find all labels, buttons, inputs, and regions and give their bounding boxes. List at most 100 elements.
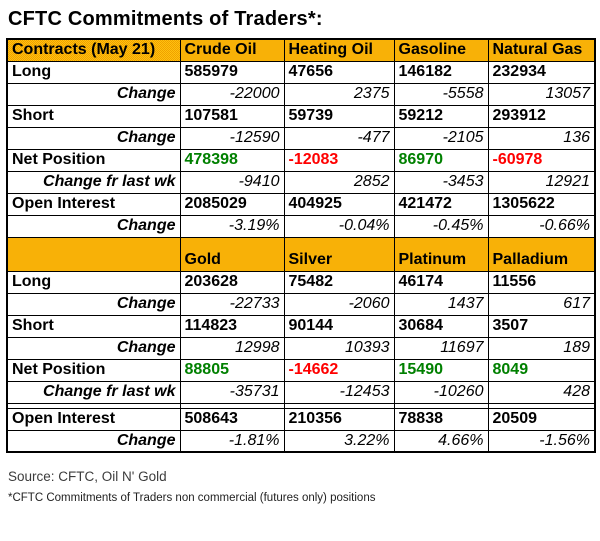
row-label: Change <box>6 292 181 316</box>
value-cell: -35731 <box>179 380 285 404</box>
section-header-row: Contracts (May 21) Crude Oil Heating Oil Ga… <box>6 38 596 62</box>
value-cell: -14662 <box>283 358 395 382</box>
value-cell: 11556 <box>487 270 596 294</box>
value-cell: 293912 <box>487 104 596 128</box>
row-label: Open Interest <box>6 192 181 216</box>
row-label: Change fr last wk <box>6 170 181 194</box>
value-cell: 11697 <box>393 336 489 360</box>
value-cell: 189 <box>487 336 596 360</box>
value-cell: 13057 <box>487 82 596 106</box>
row-label: Open Interest <box>6 407 181 431</box>
value-cell: 2085029 <box>179 192 285 216</box>
row-label: Short <box>6 314 181 338</box>
value-cell: 3507 <box>487 314 596 338</box>
value-cell: 59739 <box>283 104 395 128</box>
value-cell: 88805 <box>179 358 285 382</box>
value-cell: -9410 <box>179 170 285 194</box>
value-cell: 12998 <box>179 336 285 360</box>
table-row: Short 107581 59739 59212 293912 <box>6 104 596 128</box>
value-cell: -1.56% <box>487 429 596 453</box>
table-row: Long 203628 75482 46174 11556 <box>6 270 596 294</box>
value-cell: 585979 <box>179 60 285 84</box>
table-row: Change -12590 -477 -2105 136 <box>6 126 596 150</box>
value-cell: 203628 <box>179 270 285 294</box>
column-header: Crude Oil <box>179 38 285 62</box>
column-header: Heating Oil <box>283 38 395 62</box>
row-label: Net Position <box>6 148 181 172</box>
value-cell: 78838 <box>393 407 489 431</box>
value-cell: -477 <box>283 126 395 150</box>
value-cell: 508643 <box>179 407 285 431</box>
column-header: Palladium <box>487 236 596 272</box>
row-label-header: Contracts (May 21) <box>6 38 181 62</box>
value-cell: -3453 <box>393 170 489 194</box>
value-cell: -12453 <box>283 380 395 404</box>
value-cell: -3.19% <box>179 214 285 238</box>
table-row: Change -22733 -2060 1437 617 <box>6 292 596 316</box>
value-cell: -22000 <box>179 82 285 106</box>
page-title: CFTC Commitments of Traders*: <box>8 8 323 30</box>
table-row: Change -1.81% 3.22% 4.66% -1.56% <box>6 429 596 453</box>
value-cell: 30684 <box>393 314 489 338</box>
table-row: Change fr last wk -35731 -12453 -10260 428 <box>6 380 596 404</box>
row-label: Net Position <box>6 358 181 382</box>
value-cell: 12921 <box>487 170 596 194</box>
row-label: Change <box>6 214 181 238</box>
value-cell: 136 <box>487 126 596 150</box>
value-cell: -0.66% <box>487 214 596 238</box>
value-cell: -0.04% <box>283 214 395 238</box>
table-row: Change fr last wk -9410 2852 -3453 12921 <box>6 170 596 194</box>
table-row: Long 585979 47656 146182 232934 <box>6 60 596 84</box>
value-cell: 20509 <box>487 407 596 431</box>
row-label: Change <box>6 336 181 360</box>
value-cell: -5558 <box>393 82 489 106</box>
value-cell: 75482 <box>283 270 395 294</box>
section-header-row: Gold Silver Platinum Palladium <box>6 236 596 272</box>
source-line: Source: CFTC, Oil N' Gold <box>8 469 167 484</box>
row-label: Change fr last wk <box>6 380 181 404</box>
value-cell: 10393 <box>283 336 395 360</box>
value-cell: 421472 <box>393 192 489 216</box>
value-cell: 59212 <box>393 104 489 128</box>
value-cell: -22733 <box>179 292 285 316</box>
value-cell: 2375 <box>283 82 395 106</box>
value-cell: 8049 <box>487 358 596 382</box>
table-row: Net Position 88805 -14662 15490 8049 <box>6 358 596 382</box>
value-cell: 232934 <box>487 60 596 84</box>
row-label: Change <box>6 126 181 150</box>
value-cell: -12590 <box>179 126 285 150</box>
table-row: Net Position 478398 -12083 86970 -60978 <box>6 148 596 172</box>
value-cell: -12083 <box>283 148 395 172</box>
table-row: Short 114823 90144 30684 3507 <box>6 314 596 338</box>
row-label: Short <box>6 104 181 128</box>
row-label: Change <box>6 429 181 453</box>
table-row: Change 12998 10393 11697 189 <box>6 336 596 360</box>
value-cell: 46174 <box>393 270 489 294</box>
column-header: Gasoline <box>393 38 489 62</box>
value-cell: 1305622 <box>487 192 596 216</box>
value-cell: 114823 <box>179 314 285 338</box>
page: CFTC Commitments of Traders*: Contracts … <box>0 8 600 504</box>
value-cell: -2060 <box>283 292 395 316</box>
row-label: Long <box>6 270 181 294</box>
column-header: Gold <box>179 236 285 272</box>
cot-table: Contracts (May 21) Crude Oil Heating Oil Ga… <box>6 38 596 453</box>
value-cell: 47656 <box>283 60 395 84</box>
column-header: Natural Gas <box>487 38 596 62</box>
value-cell: 15490 <box>393 358 489 382</box>
value-cell: -60978 <box>487 148 596 172</box>
value-cell: 210356 <box>283 407 395 431</box>
table-row: Open Interest 2085029 404925 421472 1305622 <box>6 192 596 216</box>
table-row: Change -22000 2375 -5558 13057 <box>6 82 596 106</box>
value-cell: 107581 <box>179 104 285 128</box>
value-cell: -2105 <box>393 126 489 150</box>
footnote: *CFTC Commitments of Traders non commerc… <box>8 492 376 504</box>
value-cell: 90144 <box>283 314 395 338</box>
table-row: Open Interest 508643 210356 78838 20509 <box>6 407 596 431</box>
value-cell: -10260 <box>393 380 489 404</box>
column-header: Platinum <box>393 236 489 272</box>
value-cell: -1.81% <box>179 429 285 453</box>
row-label: Change <box>6 82 181 106</box>
value-cell: 146182 <box>393 60 489 84</box>
value-cell: 428 <box>487 380 596 404</box>
